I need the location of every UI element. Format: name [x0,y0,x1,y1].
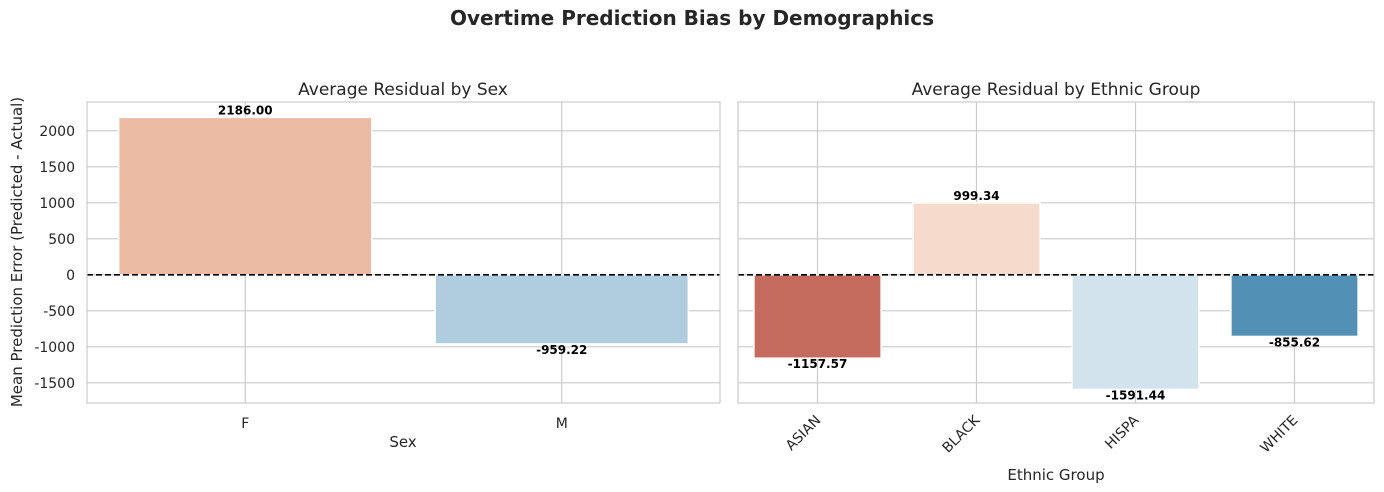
x-axis-label: Ethnic Group [1007,466,1104,484]
data-label: -1157.57 [788,357,848,371]
x-tick-label: WHITE [1258,413,1302,457]
bar-black [912,202,1041,276]
x-tick-label: F [241,416,249,432]
y-tick-label: 500 [48,232,75,248]
panel-title: Average Residual by Sex [298,80,508,100]
bars [753,202,1359,391]
figure-title: Overtime Prediction Bias by Demographics [450,6,934,30]
bar-m [434,274,690,345]
panel-title: Average Residual by Ethnic Group [912,80,1201,100]
x-tick-label: HISPA [1102,412,1142,452]
data-labels: 2186.00 -959.22 [218,103,587,356]
bar-white [1230,274,1359,338]
y-tick-label: -1000 [34,340,75,356]
y-tick-label: 0 [66,268,75,284]
bars [117,116,690,345]
panel-ethnic-group: Average Residual by Ethnic Group ASIAN BL… [737,80,1375,484]
plot-frame [737,101,1375,404]
y-tick-label: 2000 [39,124,75,140]
x-tick-label: ASIAN [783,413,824,454]
bar-hispa [1071,274,1200,391]
x-tick-label: BLACK [939,412,983,456]
panel-sex: Average Residual by Sex -1500 -1000 -500 0 5… [8,80,721,451]
data-labels: -1157.57 999.34 -1591.44 -855.62 [788,189,1320,403]
y-tick-label: 1000 [39,196,75,212]
y-tick-label: -1500 [34,376,75,392]
bar-f [117,116,373,276]
data-label: -959.22 [536,343,587,357]
y-tick-labels: -1500 -1000 -500 0 500 1000 1500 2000 [34,124,75,392]
plot-frame [86,101,721,404]
y-tick-label: 1500 [39,160,75,176]
y-axis-label: Mean Prediction Error (Predicted - Actua… [8,97,26,407]
x-tick-label: M [556,416,568,432]
bar-asian [753,274,882,359]
data-label: -1591.44 [1106,388,1166,402]
y-tick-label: -500 [43,304,75,320]
x-tick-labels: ASIAN BLACK HISPA WHITE [783,412,1301,456]
data-label: -855.62 [1269,335,1320,349]
x-axis-label: Sex [389,433,416,451]
data-label: 2186.00 [218,103,273,117]
data-label: 999.34 [953,189,999,203]
